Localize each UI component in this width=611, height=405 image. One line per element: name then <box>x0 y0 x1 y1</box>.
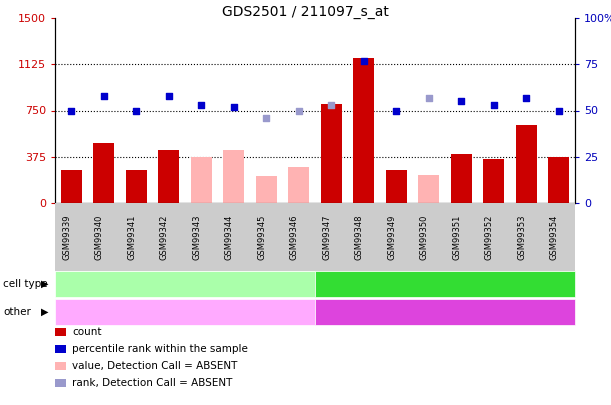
Text: ▶: ▶ <box>42 279 49 289</box>
Text: ZAP-70-CD38-: ZAP-70-CD38- <box>146 279 224 289</box>
Text: count: count <box>72 327 101 337</box>
Bar <box>386 170 407 203</box>
Bar <box>321 104 342 203</box>
Bar <box>483 159 504 203</box>
Text: GSM99348: GSM99348 <box>355 214 364 260</box>
Bar <box>353 58 375 203</box>
Point <box>392 107 401 114</box>
Bar <box>191 158 212 203</box>
Text: GSM99340: GSM99340 <box>95 214 104 260</box>
Point <box>359 58 368 64</box>
Point <box>131 107 141 114</box>
Point <box>262 115 271 121</box>
Text: good prognosis: good prognosis <box>142 307 227 317</box>
Point <box>326 102 336 108</box>
Point <box>99 92 109 99</box>
Text: GSM99341: GSM99341 <box>127 214 136 260</box>
Text: GSM99354: GSM99354 <box>550 214 558 260</box>
Text: ▶: ▶ <box>42 307 49 317</box>
Text: GSM99347: GSM99347 <box>322 214 331 260</box>
Bar <box>255 176 277 203</box>
Text: GSM99346: GSM99346 <box>290 214 299 260</box>
Bar <box>418 175 439 203</box>
Bar <box>288 167 309 203</box>
Text: GSM99343: GSM99343 <box>192 214 201 260</box>
Bar <box>93 143 114 203</box>
Text: GSM99345: GSM99345 <box>257 214 266 260</box>
Text: GSM99351: GSM99351 <box>452 214 461 260</box>
Point <box>164 92 174 99</box>
Bar <box>60 170 82 203</box>
Point <box>196 102 206 108</box>
Point <box>67 107 76 114</box>
Text: poor prognosis: poor prognosis <box>404 307 486 317</box>
Text: other: other <box>3 307 31 317</box>
Text: cell type: cell type <box>3 279 48 289</box>
Bar <box>158 150 179 203</box>
Bar <box>223 150 244 203</box>
Point <box>554 107 563 114</box>
Point <box>456 98 466 104</box>
Text: GSM99349: GSM99349 <box>387 214 397 260</box>
Text: GSM99350: GSM99350 <box>420 214 429 260</box>
Text: GDS2501 / 211097_s_at: GDS2501 / 211097_s_at <box>222 5 389 19</box>
Point <box>424 94 434 101</box>
Point <box>229 104 239 110</box>
Bar <box>548 158 569 203</box>
Text: ZAP-70+CD38+: ZAP-70+CD38+ <box>400 279 489 289</box>
Text: GSM99344: GSM99344 <box>225 214 234 260</box>
Point <box>294 107 304 114</box>
Bar <box>516 125 537 203</box>
Bar <box>451 153 472 203</box>
Point <box>521 94 531 101</box>
Text: GSM99339: GSM99339 <box>62 214 71 260</box>
Text: value, Detection Call = ABSENT: value, Detection Call = ABSENT <box>72 361 238 371</box>
Point <box>489 102 499 108</box>
Bar <box>126 170 147 203</box>
Text: rank, Detection Call = ABSENT: rank, Detection Call = ABSENT <box>72 378 232 388</box>
Text: GSM99352: GSM99352 <box>485 214 494 260</box>
Text: percentile rank within the sample: percentile rank within the sample <box>72 344 248 354</box>
Text: GSM99353: GSM99353 <box>518 214 526 260</box>
Text: GSM99342: GSM99342 <box>159 214 169 260</box>
